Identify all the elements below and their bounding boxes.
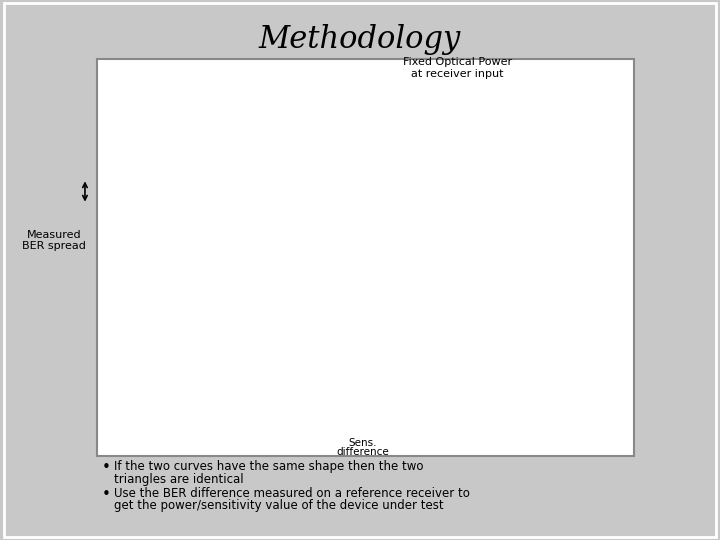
Channel 2 <box>248 100 256 107</box>
Channel 2 <box>373 171 382 178</box>
Channel 2 <box>449 276 457 282</box>
Y-axis label: BER: BER <box>113 245 123 268</box>
Text: •: • <box>102 487 111 502</box>
Text: Optical Receive Power: Optical Receive Power <box>217 440 333 450</box>
Channel 1 <box>373 199 382 205</box>
Text: triangles are identical: triangles are identical <box>114 472 243 485</box>
Text: •: • <box>102 460 111 475</box>
Channel 2 <box>323 134 331 141</box>
Text: BER spread: BER spread <box>22 241 86 251</box>
Text: Sens.: Sens. <box>348 437 377 448</box>
Channel 2 <box>273 108 282 114</box>
Channel 2 <box>298 122 307 128</box>
Channel 1 <box>197 92 206 99</box>
Line: Channel 2: Channel 2 <box>174 92 481 365</box>
Text: Measured: Measured <box>27 230 81 240</box>
Line: Channel 1: Channel 1 <box>174 92 456 365</box>
Channel 2 <box>474 359 482 366</box>
Channel 2 <box>222 96 231 102</box>
Text: If the two curves have the same shape then the two: If the two curves have the same shape th… <box>114 460 423 473</box>
Text: at receiver input: at receiver input <box>411 69 503 79</box>
Bar <box>325 178 347 205</box>
Channel 1 <box>222 100 231 107</box>
Channel 2 <box>423 235 432 241</box>
Text: Fixed Optical Power: Fixed Optical Power <box>402 57 512 67</box>
Channel 1 <box>298 144 307 151</box>
Channel 1 <box>273 129 282 136</box>
Channel 1 <box>423 309 432 316</box>
Channel 2 <box>197 92 206 99</box>
Text: Use the BER difference measured on a reference receiver to: Use the BER difference measured on a ref… <box>114 487 469 500</box>
Channel 2 <box>348 152 356 158</box>
Channel 1 <box>172 92 181 99</box>
Channel 2 <box>398 194 407 201</box>
Legend: Channel 1, Channel 2: Channel 1, Channel 2 <box>135 388 224 421</box>
Channel 1 <box>248 114 256 120</box>
Channel 1 <box>398 258 407 265</box>
Text: Methodology: Methodology <box>259 24 461 55</box>
Text: difference: difference <box>336 447 389 457</box>
Channel 1 <box>348 178 356 184</box>
Channel 1 <box>449 359 457 366</box>
Channel 2 <box>172 92 181 99</box>
Text: get the power/sensitivity value of the device under test: get the power/sensitivity value of the d… <box>114 500 444 512</box>
Channel 1 <box>323 161 331 167</box>
